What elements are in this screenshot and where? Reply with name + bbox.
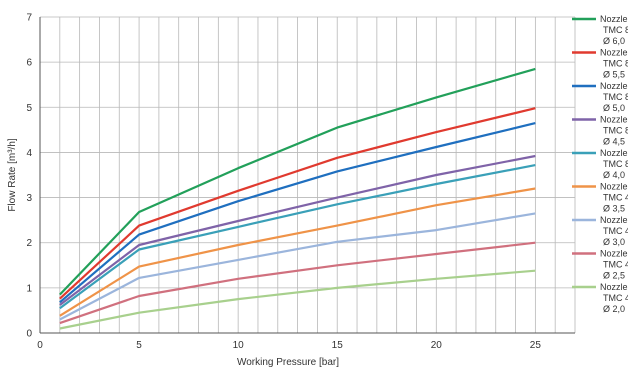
legend-label: Ø 5,5 (603, 70, 625, 80)
legend-label: TMC 85 (603, 59, 628, 69)
y-tick-label: 5 (26, 103, 32, 114)
legend-label: TMC 85 (603, 126, 628, 136)
x-tick-label: 25 (530, 340, 542, 351)
y-axis-label: Flow Rate [m³/h] (7, 138, 18, 212)
legend-label: Ø 2,0 (603, 304, 625, 314)
legend-label: Nozzle (600, 48, 628, 58)
y-tick-label: 1 (26, 283, 32, 294)
legend-label: TMC 45 (603, 226, 628, 236)
y-tick-label: 0 (26, 329, 32, 340)
legend-label: Ø 2,5 (603, 271, 625, 281)
legend-label: Ø 6,0 (603, 36, 625, 46)
legend-label: TMC 85 (603, 92, 628, 102)
series-line (59, 107, 536, 300)
series-line (59, 164, 536, 310)
x-tick-label: 0 (37, 340, 43, 351)
legend-label: Nozzle (600, 115, 628, 125)
axes: 0 1 2 3 4 5 6 7 0 5 10 15 20 25 (26, 13, 575, 351)
legend-label: Ø 4,5 (603, 137, 625, 147)
legend-label: TMC 45 (603, 260, 628, 270)
series-line (59, 269, 536, 330)
series-line (59, 241, 536, 325)
legend-label: TMC 45 (603, 193, 628, 203)
series-line (59, 154, 536, 306)
legend-label: Nozzle (600, 81, 628, 91)
grid (40, 16, 576, 333)
x-tick-label: 20 (431, 340, 443, 351)
series-line (59, 187, 536, 317)
legend-label: Nozzle (600, 14, 628, 24)
y-tick-label: 7 (26, 13, 32, 24)
x-tick-label: 15 (332, 340, 344, 351)
legend-label: Nozzle (600, 282, 628, 292)
legend-label: Ø 3,5 (603, 204, 625, 214)
legend-label: TMC 85 (603, 25, 628, 35)
x-axis-label: Working Pressure [bar] (237, 357, 339, 368)
y-tick-label: 2 (26, 238, 32, 249)
legend-label: Ø 5,0 (603, 103, 625, 113)
x-tick-label: 5 (136, 340, 142, 351)
series-line (59, 212, 536, 321)
x-tick-label: 10 (233, 340, 245, 351)
legend-label: Nozzle (600, 148, 628, 158)
y-tick-label: 6 (26, 58, 32, 69)
legend-label: TMC 45 (603, 293, 628, 303)
legend-label: Nozzle (600, 249, 628, 259)
legend-label: Nozzle (600, 182, 628, 192)
legend-label: Ø 4,0 (603, 170, 625, 180)
legend-label: TMC 85 (603, 159, 628, 169)
legend-label: Nozzle (600, 215, 628, 225)
y-tick-label: 4 (26, 148, 32, 159)
series-line (59, 67, 536, 296)
series-line (59, 122, 536, 304)
y-tick-label: 3 (26, 193, 32, 204)
legend-label: Ø 3,0 (603, 237, 625, 247)
series-lines (59, 67, 536, 330)
